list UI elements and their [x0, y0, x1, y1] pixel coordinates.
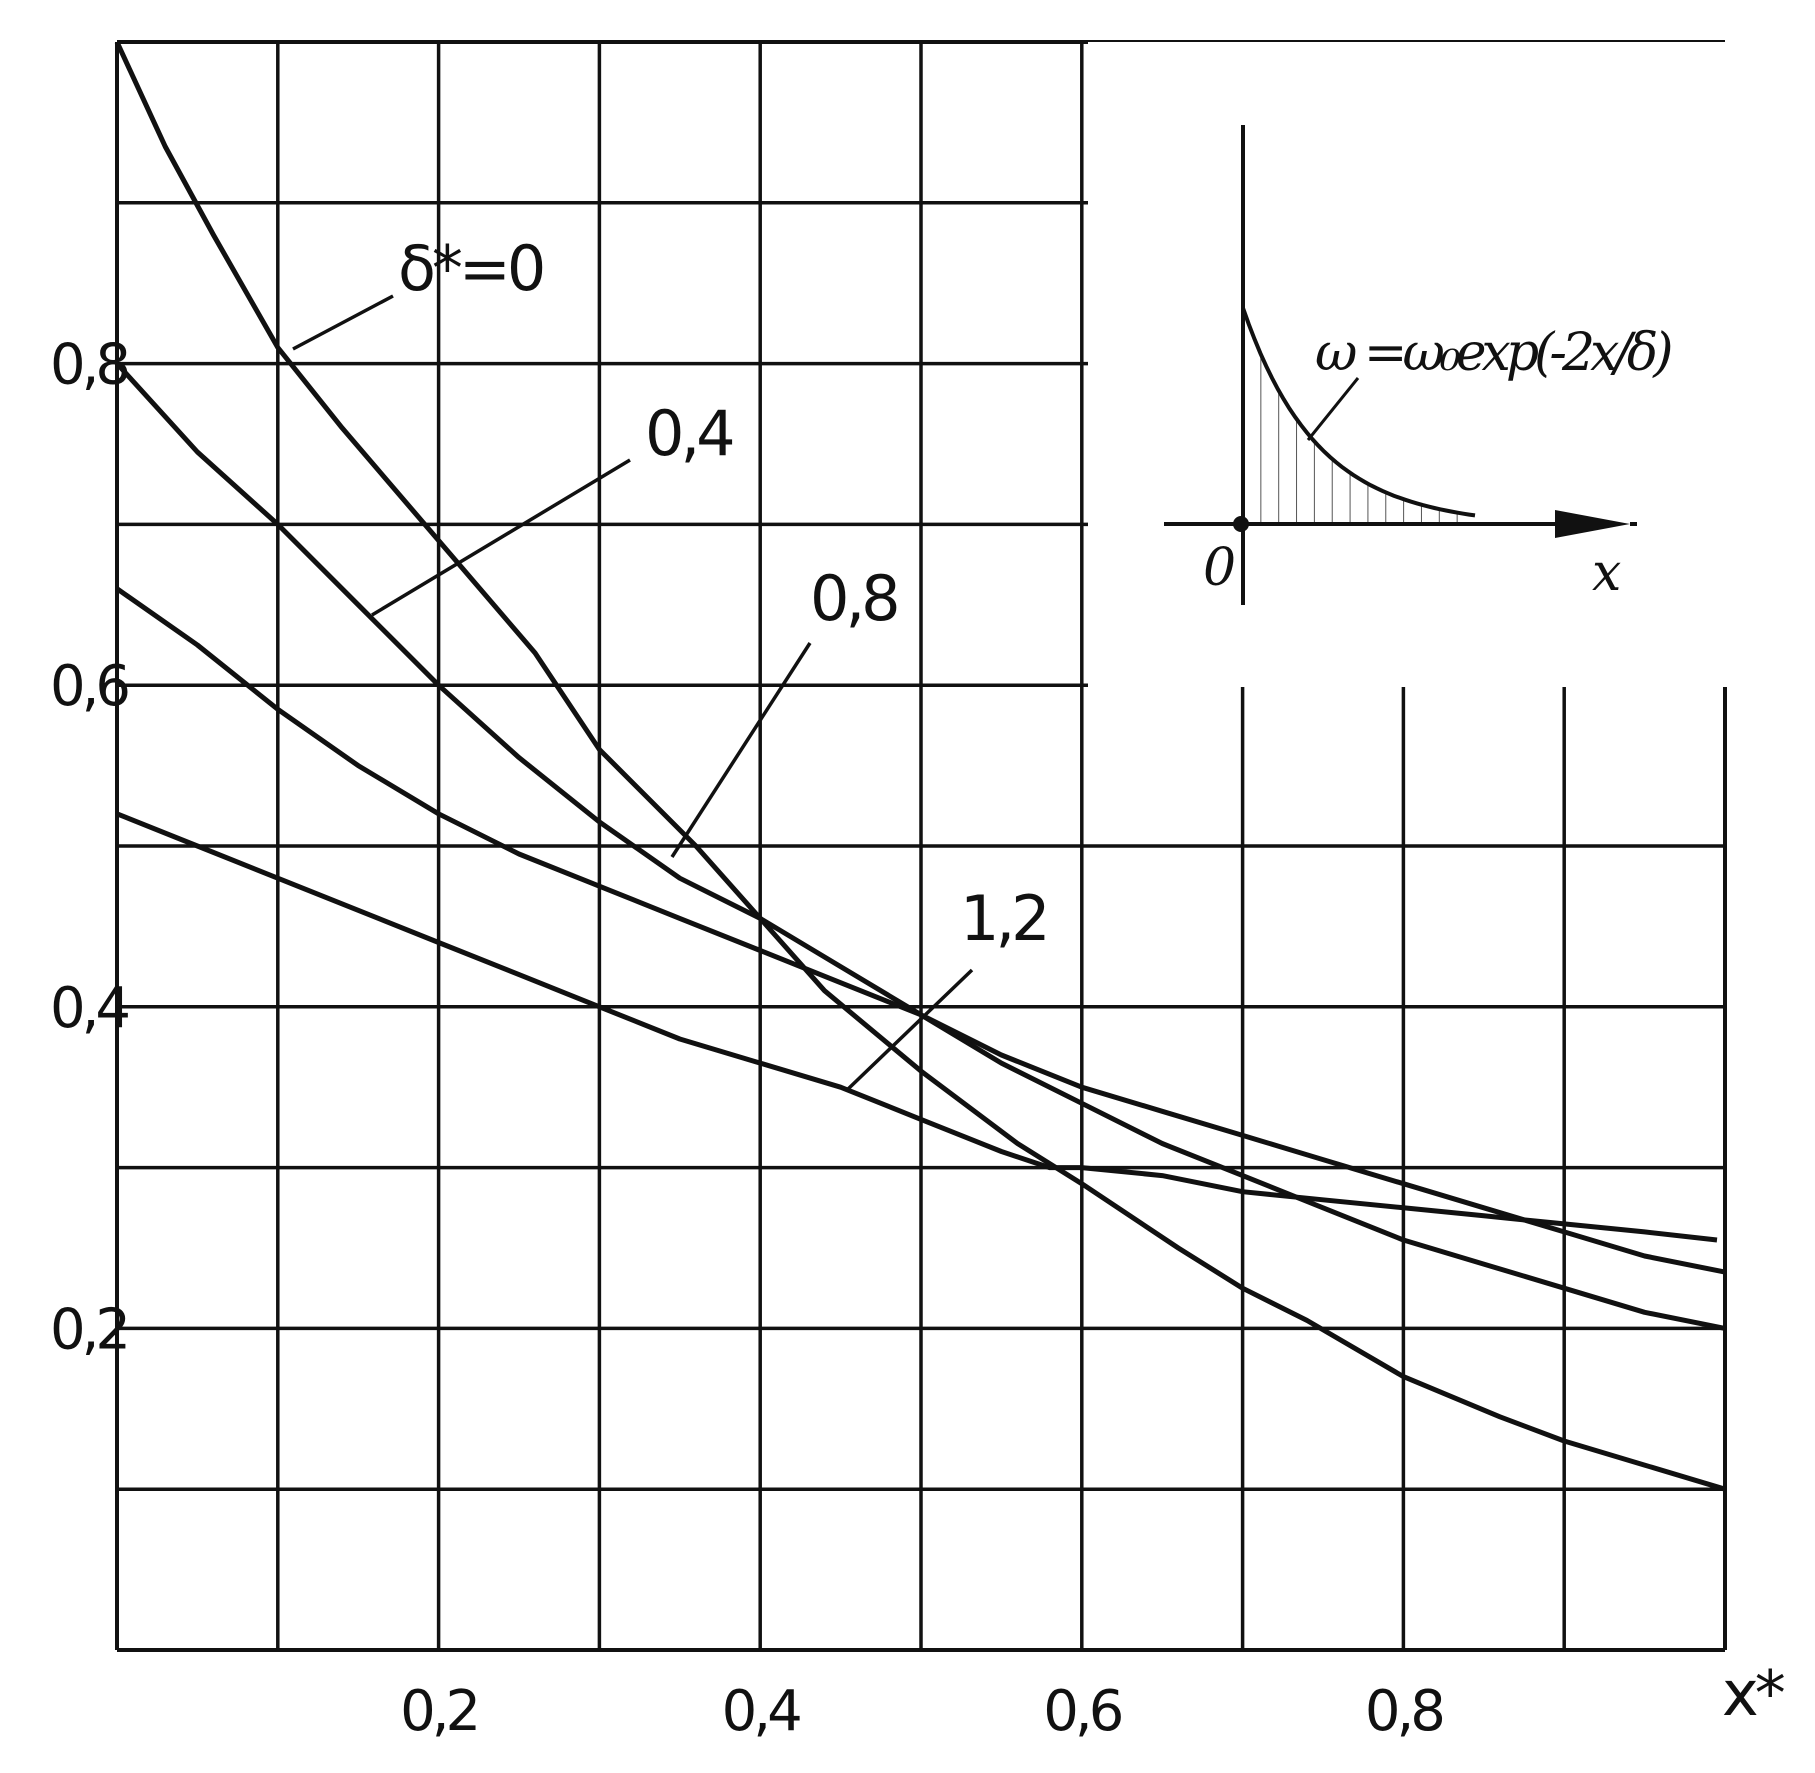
inset-arrow-icon — [1555, 510, 1630, 538]
inset-formula-leader — [1306, 377, 1360, 441]
curve-label-leader — [292, 294, 394, 351]
inset-origin-label: 0 — [1203, 538, 1236, 598]
x-axis-label: x* — [1722, 1657, 1785, 1730]
y-tick-label: 0,4 — [50, 976, 128, 1041]
inset-diagram: ω =ω₀exp(-2x/δ) 0 x — [1088, 42, 1728, 687]
series-line — [114, 40, 1726, 1492]
curve-label-leader — [670, 642, 812, 858]
curve-callouts: δ*=0 0,4 0,8 1,2 — [292, 232, 1051, 1092]
x-tick-label: 0,4 — [722, 1679, 800, 1744]
series-line — [115, 586, 1726, 1275]
curve-label-leader — [371, 458, 631, 617]
curves — [114, 40, 1726, 1492]
x-tick-label: 0,2 — [400, 1679, 477, 1744]
y-tick-label: 0,2 — [50, 1297, 127, 1362]
y-tick-label: 0,6 — [50, 654, 128, 719]
inset-hatching — [1260, 354, 1458, 524]
curve-label: δ*=0 — [398, 232, 543, 305]
series-line — [116, 811, 1718, 1243]
inset-formula: ω =ω₀exp(-2x/δ) — [1315, 323, 1671, 383]
curve-label: 1,2 — [960, 882, 1047, 955]
curve-label: 0,4 — [645, 397, 732, 470]
inset-x-label: x — [1592, 543, 1621, 603]
x-tick-label: 0,8 — [1365, 1679, 1442, 1744]
inset-decay-curve — [1241, 307, 1476, 518]
x-tick-label: 0,6 — [1043, 1679, 1121, 1744]
tick-labels: 0,2 0,4 0,6 0,8 0,2 0,4 0,6 0,8 — [50, 333, 1446, 1744]
inset-origin-dot — [1233, 516, 1249, 532]
curve-label: 0,8 — [810, 562, 897, 635]
curve-label-leader — [845, 968, 974, 1092]
